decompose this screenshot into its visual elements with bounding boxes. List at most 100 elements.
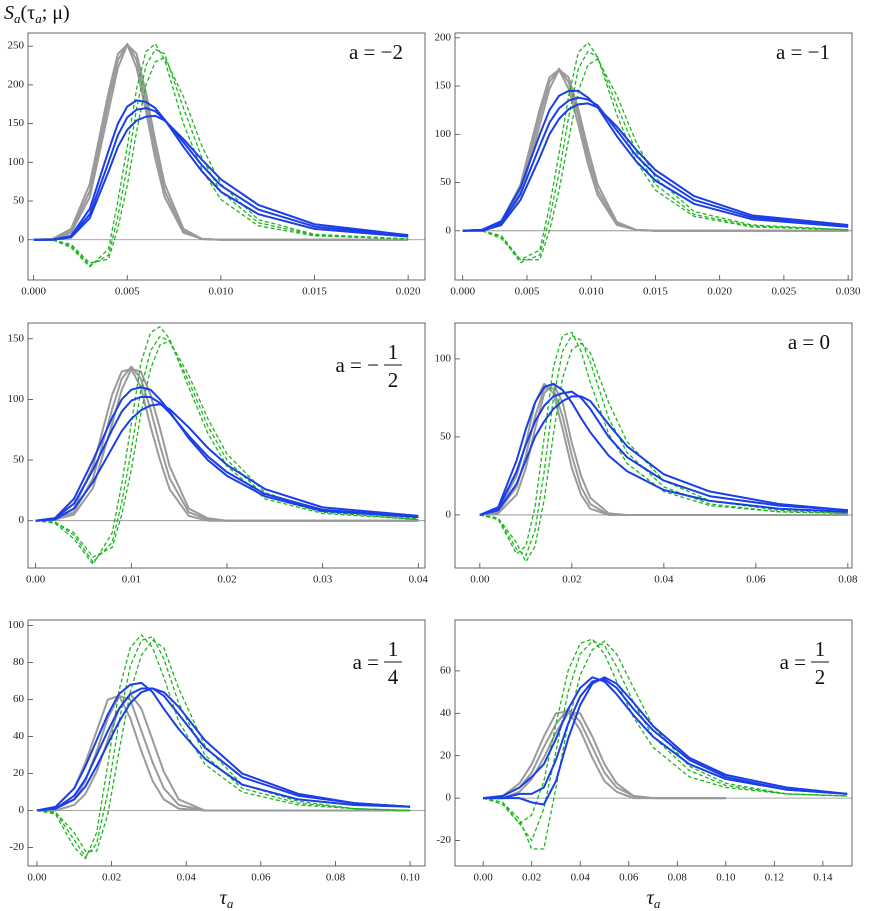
y-tick-label: 0 — [446, 508, 452, 520]
annotation: a = — [353, 650, 379, 674]
y-tick-label: 0 — [446, 792, 452, 804]
x-tick-label: 0.04 — [409, 574, 429, 586]
curve — [35, 365, 419, 522]
y-tick-label: 60 — [440, 664, 452, 676]
curve — [479, 390, 848, 516]
fraction-denominator: 2 — [815, 665, 826, 689]
y-tick-label: 80 — [13, 656, 25, 668]
annotation: a = 0 — [788, 330, 830, 354]
x-tick-label: 0.020 — [396, 286, 421, 298]
frame — [27, 32, 426, 281]
curve — [483, 640, 848, 850]
curve — [35, 368, 419, 522]
x-axis-label-part: τ — [220, 887, 228, 909]
x-tick-label: 0.005 — [115, 286, 140, 298]
curve — [36, 692, 411, 812]
y-axis-label-part: a — [35, 11, 42, 26]
y-tick-label: 100 — [435, 128, 452, 140]
x-axis-label-part: a — [227, 896, 234, 911]
frame — [27, 322, 426, 569]
curve — [35, 403, 419, 522]
x-tick-label: 0.010 — [579, 286, 604, 298]
x-tick-label: 0.02 — [102, 872, 121, 884]
y-tick-label: 40 — [440, 707, 452, 719]
x-tick-label: 0.04 — [654, 574, 674, 586]
x-tick-label: 0.06 — [251, 872, 271, 884]
curve — [36, 639, 411, 852]
frame — [454, 32, 853, 281]
curve — [36, 694, 411, 812]
curve — [33, 107, 409, 241]
fraction-denominator: 4 — [388, 665, 399, 689]
y-tick-label: 100 — [8, 393, 25, 405]
y-axis-label: Sa(τa; μ) — [4, 2, 70, 26]
y-axis-label-part: (τ — [21, 2, 36, 24]
curve — [479, 395, 848, 516]
frame — [27, 619, 426, 867]
curve — [35, 368, 419, 522]
x-tick-label: 0.010 — [209, 286, 234, 298]
curve — [36, 687, 411, 812]
x-tick-label: 0.04 — [177, 872, 197, 884]
y-tick-label: 60 — [13, 693, 25, 705]
x-tick-label: 0.10 — [400, 872, 420, 884]
x-tick-label: 0.000 — [21, 286, 46, 298]
x-tick-label: 0.03 — [313, 574, 333, 586]
y-tick-label: 100 — [8, 619, 25, 631]
curve — [35, 386, 419, 522]
x-tick-label: 0.02 — [217, 574, 236, 586]
x-tick-label: 0.00 — [474, 872, 494, 884]
y-tick-label: 50 — [13, 454, 25, 466]
y-tick-label: 150 — [8, 332, 25, 344]
curve — [36, 634, 411, 860]
x-tick-label: 0.14 — [813, 872, 833, 884]
y-tick-label: 20 — [13, 767, 25, 779]
annotation: a = −1 — [776, 40, 830, 64]
y-tick-label: 50 — [13, 195, 25, 207]
curve — [33, 48, 409, 266]
curve — [462, 68, 849, 232]
curve — [462, 58, 849, 261]
y-tick-label: 50 — [440, 176, 452, 188]
curve — [479, 382, 848, 516]
annotation: a = — [780, 650, 806, 674]
curve — [36, 694, 411, 812]
curve — [462, 50, 849, 264]
x-tick-label: 0.00 — [470, 574, 490, 586]
fraction-numerator: 1 — [388, 340, 399, 364]
y-tick-label: 50 — [440, 430, 452, 442]
y-tick-label: 0 — [446, 224, 452, 236]
fraction-numerator: 1 — [815, 637, 826, 661]
curve — [483, 640, 848, 842]
curve — [33, 43, 409, 241]
y-tick-label: 150 — [435, 80, 452, 92]
x-tick-label: 0.01 — [122, 574, 141, 586]
curve — [462, 102, 849, 232]
y-axis-label-part: S — [4, 2, 14, 24]
x-tick-label: 0.030 — [836, 286, 861, 298]
curve — [479, 342, 848, 563]
x-tick-label: 0.06 — [746, 574, 766, 586]
y-tick-label: 100 — [435, 352, 452, 364]
y-tick-label: 250 — [8, 40, 25, 52]
curve — [483, 708, 726, 800]
frame — [454, 322, 853, 569]
x-tick-label: 0.08 — [668, 872, 688, 884]
curve — [483, 678, 848, 800]
y-tick-label: 0 — [19, 514, 25, 526]
curve — [462, 89, 849, 232]
x-tick-label: 0.10 — [716, 872, 736, 884]
frame — [454, 619, 853, 867]
curve — [35, 325, 419, 566]
curve — [479, 382, 848, 516]
y-tick-label: 0 — [19, 804, 25, 816]
curve — [479, 334, 848, 557]
curve — [462, 67, 849, 232]
x-axis-label: τa — [647, 887, 661, 911]
x-axis-label-part: τ — [647, 887, 655, 909]
x-tick-label: 0.005 — [515, 286, 540, 298]
fraction-numerator: 1 — [388, 637, 399, 661]
curve — [33, 57, 409, 264]
x-tick-label: 0.000 — [450, 286, 475, 298]
annotation: a = − — [335, 353, 379, 377]
